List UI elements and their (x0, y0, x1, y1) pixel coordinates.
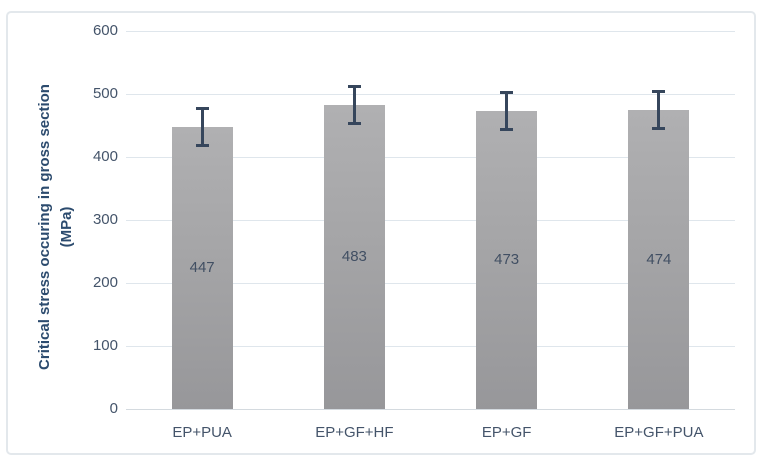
data-label: 447 (189, 259, 215, 277)
error-bar (200, 108, 204, 147)
error-bar (505, 92, 509, 130)
y-tick-label: 300 (92, 211, 118, 228)
y-tick-label: 400 (92, 148, 118, 165)
error-bar (352, 85, 356, 124)
bar (476, 111, 538, 409)
error-bar-cap-top (500, 91, 514, 95)
y-axis-title-line1: Critical stress occuring in gross sectio… (36, 84, 53, 370)
error-bar-cap-bottom (195, 144, 209, 148)
y-gridline (126, 30, 735, 32)
data-label: 474 (646, 250, 672, 268)
error-bar-cap-top (195, 107, 209, 111)
data-label: 483 (341, 247, 367, 265)
bar (171, 127, 233, 409)
y-gridline (126, 156, 735, 158)
data-label: 473 (494, 251, 520, 268)
y-gridline (126, 282, 735, 284)
x-category-label: EP+GF (481, 424, 532, 441)
y-tick-label: 600 (92, 22, 118, 39)
error-bar-cap-bottom (652, 127, 666, 131)
y-tick-label: 500 (92, 85, 118, 102)
error-bar-cap-bottom (347, 121, 361, 125)
x-axis-line (126, 408, 735, 410)
x-category-label: EP+GF+PUA (614, 424, 704, 441)
bar (323, 104, 385, 409)
error-bar-cap-top (347, 84, 361, 88)
y-tick-label: 0 (109, 400, 118, 417)
y-gridline (126, 93, 735, 95)
bar (628, 110, 690, 409)
x-category-label: EP+GF+HF (315, 424, 394, 441)
error-bar-cap-bottom (500, 127, 514, 131)
y-tick-label: 200 (92, 274, 118, 291)
error-bar (657, 91, 661, 130)
y-tick-label: 100 (92, 337, 118, 354)
x-category-label: EP+PUA (172, 424, 232, 441)
y-gridline (126, 219, 735, 221)
error-bar-cap-top (652, 90, 666, 94)
y-gridline (126, 345, 735, 347)
